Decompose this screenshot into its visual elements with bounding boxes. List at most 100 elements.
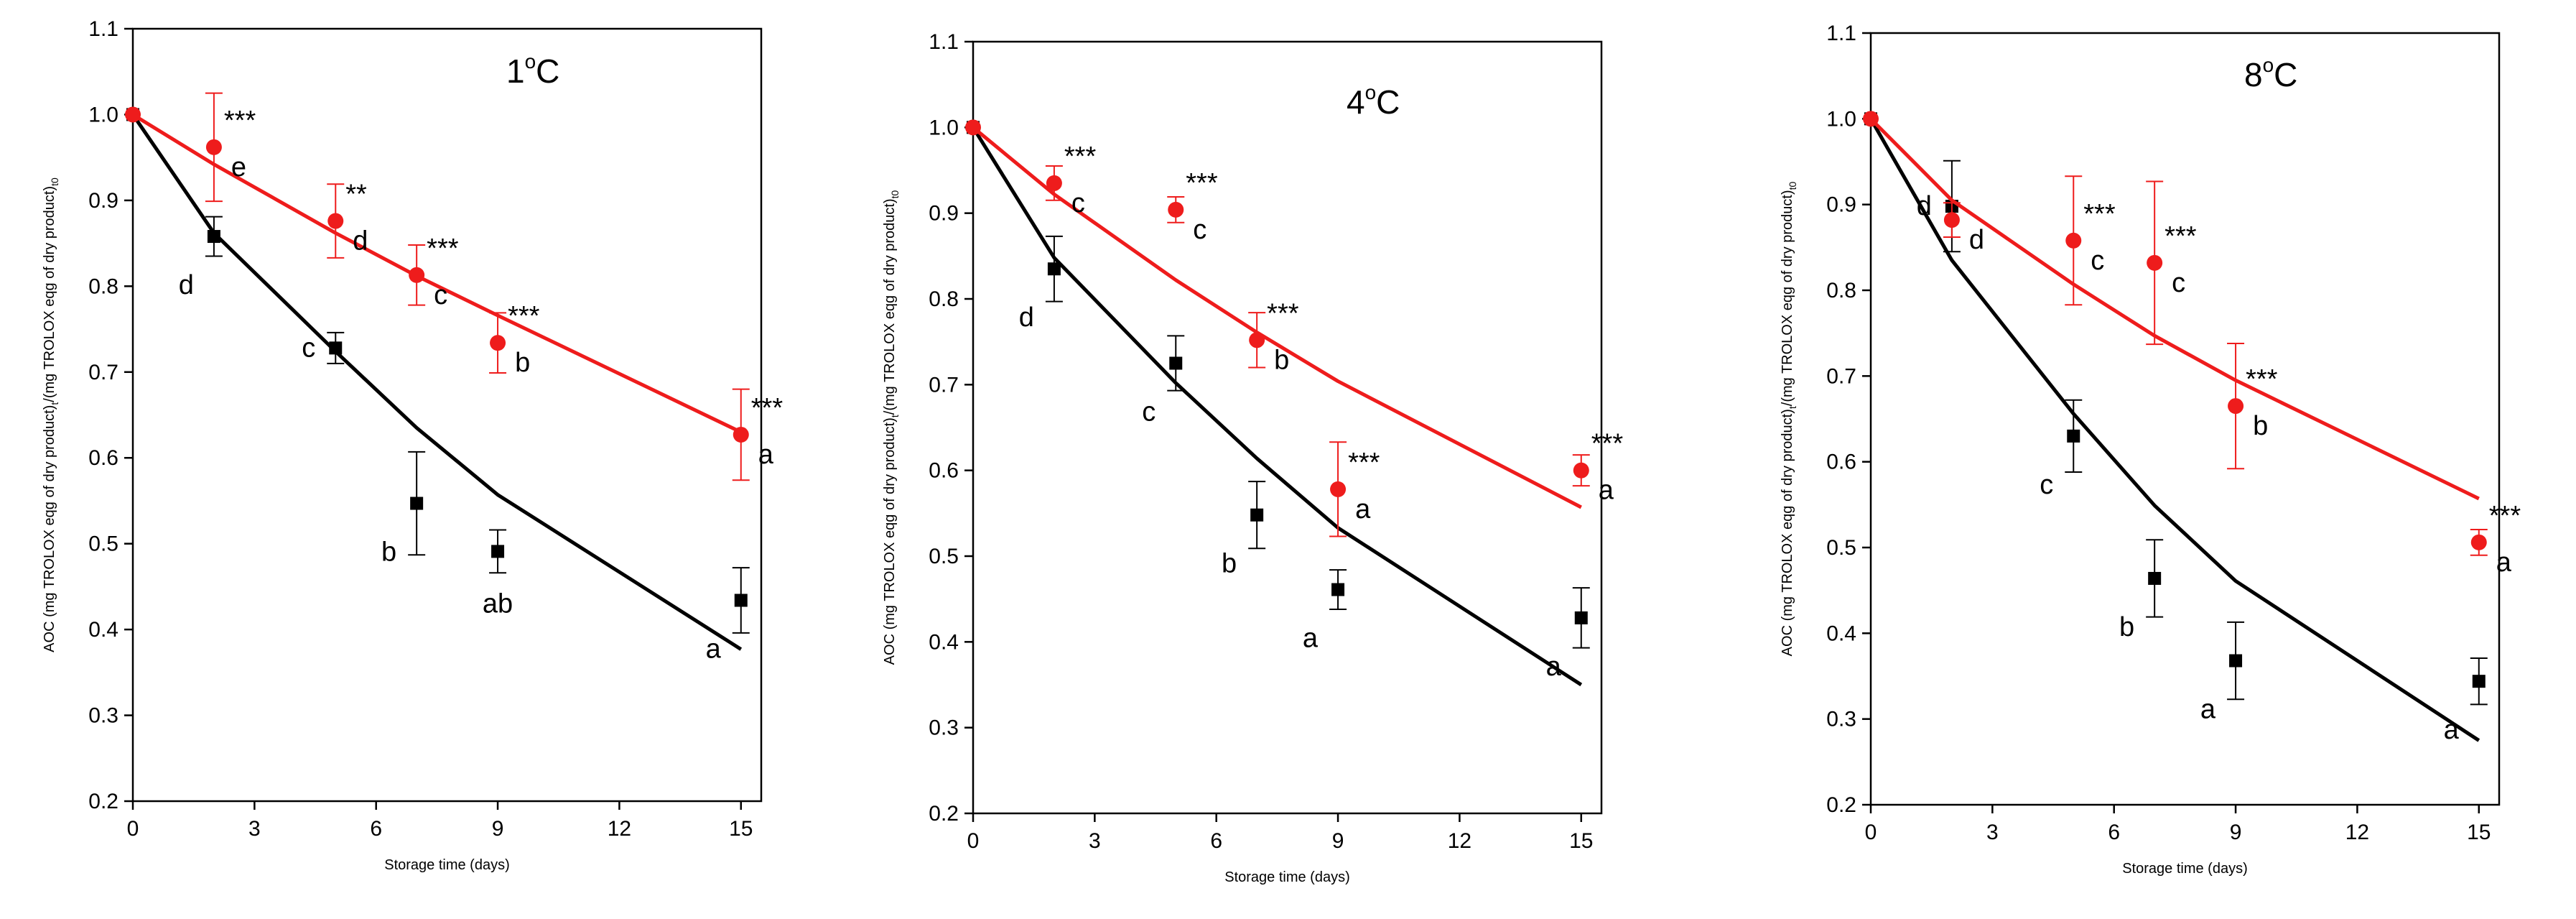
data-point — [207, 230, 220, 244]
x-tick-label: 9 — [492, 817, 504, 841]
significance-letter: a — [2496, 548, 2512, 578]
y-tick-label: 0.4 — [88, 618, 118, 642]
significance-stars: *** — [1348, 448, 1380, 478]
y-tick-label: 0.8 — [88, 274, 118, 298]
chart-title-number: 8 — [2244, 56, 2263, 93]
x-tick-label: 9 — [2230, 821, 2242, 844]
data-point — [1863, 111, 1879, 127]
series-black: d c b a a — [967, 121, 1590, 687]
significance-letter: d — [1969, 225, 1984, 255]
y-tick-label: 0.3 — [1826, 708, 1856, 731]
significance-letter: d — [1019, 303, 1034, 333]
chart-title-number: 1 — [506, 52, 525, 90]
series-black: d c b a a — [1864, 112, 2488, 745]
model-line — [1869, 117, 2480, 501]
model-line — [972, 126, 1582, 509]
significance-letter: c — [1142, 397, 1156, 428]
significance-letter: c — [2040, 470, 2053, 500]
data-point — [2470, 534, 2487, 550]
x-tick-label: 9 — [1332, 829, 1344, 853]
chart-title-unit: C — [1376, 83, 1400, 121]
y-tick-label: 0.7 — [88, 361, 118, 384]
significance-stars: *** — [2246, 364, 2278, 394]
y-tick-label: 0.6 — [88, 446, 118, 470]
y-tick-label: 0.4 — [1826, 622, 1856, 645]
x-tick-label: 0 — [127, 817, 139, 841]
model-line — [131, 113, 742, 434]
significance-stars: *** — [224, 106, 256, 136]
y-tick-label: 1.1 — [88, 17, 118, 41]
significance-letter: b — [1222, 549, 1237, 579]
data-point — [2472, 675, 2486, 688]
data-point — [1047, 262, 1061, 276]
chart-title-degree: o — [1365, 81, 1377, 103]
y-axis-label-part: AOC (mg TROLOX eqg of dry product) — [42, 405, 57, 652]
chart-title: 1oC — [506, 50, 559, 90]
significance-letter: b — [381, 537, 396, 568]
x-tick-label: 0 — [1865, 821, 1877, 844]
y-tick-label: 0.2 — [1826, 793, 1856, 817]
data-point — [965, 119, 981, 136]
x-tick-label: 0 — [967, 829, 980, 853]
data-point — [1943, 212, 1960, 228]
significance-letter: ab — [483, 588, 513, 619]
y-axis-label-part: AOC (mg TROLOX eqg of dry product) — [882, 417, 898, 665]
y-tick-label: 0.7 — [929, 373, 959, 397]
model-line — [971, 126, 1583, 687]
data-point — [733, 426, 749, 443]
chart-title: 8oC — [2244, 54, 2297, 93]
y-tick-label: 0.3 — [929, 716, 959, 740]
y-tick-label: 1.1 — [1826, 22, 1856, 45]
y-axis-label-part: AOC (mg TROLOX eqg of dry product) — [1780, 409, 1795, 656]
data-point — [1168, 201, 1184, 218]
significance-letter: a — [1546, 652, 1562, 682]
chart-title-number: 4 — [1347, 83, 1365, 121]
chart-title-degree: o — [525, 50, 536, 73]
significance-letter: b — [2119, 612, 2134, 642]
x-tick-label: 6 — [1210, 829, 1222, 853]
y-tick-label: 0.6 — [1826, 451, 1856, 474]
y-axis-label: AOC (mg TROLOX eqg of dry product)t/(mg … — [882, 190, 901, 665]
y-tick-label: 0.5 — [88, 532, 118, 556]
significance-stars: *** — [508, 301, 540, 331]
significance-stars: *** — [427, 234, 459, 264]
data-point — [2147, 254, 2163, 271]
significance-letter: b — [515, 348, 530, 378]
y-axis-label-subscript: t0 — [49, 177, 60, 186]
y-axis-label-subscript: t — [1787, 406, 1798, 409]
x-tick-label: 3 — [248, 817, 261, 841]
plot-frame — [972, 40, 1603, 815]
x-axis-label: Storage time (days) — [2122, 861, 2248, 877]
y-tick-label: 0.4 — [929, 630, 959, 654]
y-tick-label: 0.8 — [1826, 279, 1856, 303]
y-tick-label: 0.9 — [1826, 193, 1856, 217]
series-black: d c b ab a — [126, 108, 750, 665]
y-tick-label: 1.0 — [1826, 107, 1856, 131]
data-point — [491, 545, 505, 558]
significance-letter: a — [758, 440, 774, 470]
x-tick-label: 3 — [1986, 821, 1999, 844]
chart-title-degree: o — [2263, 54, 2274, 76]
x-tick-label: 3 — [1089, 829, 1101, 853]
y-tick-label: 0.7 — [1826, 364, 1856, 388]
data-point — [1574, 611, 1588, 624]
y-tick-label: 0.3 — [88, 704, 118, 728]
y-axis-label-part: /(mg TROLOX eqg of dry product) — [1780, 190, 1795, 406]
significance-letter: c — [1193, 215, 1206, 245]
significance-letter: a — [2200, 695, 2216, 725]
data-point — [1331, 583, 1345, 596]
x-tick-label: 12 — [608, 817, 631, 841]
significance-letter: a — [2444, 715, 2460, 745]
significance-letter: a — [1599, 476, 1614, 506]
y-tick-label: 0.6 — [929, 459, 959, 483]
y-tick-label: 0.5 — [1826, 536, 1856, 560]
model-line — [131, 114, 743, 651]
y-axis-label-subscript: t0 — [1787, 181, 1798, 190]
y-tick-label: 0.2 — [929, 802, 959, 826]
y-axis-label-subscript: t — [889, 415, 901, 417]
data-point — [1250, 508, 1264, 522]
x-tick-label: 6 — [370, 817, 382, 841]
series-red: e *** d ** c *** b *** a *** — [125, 92, 783, 481]
data-point — [410, 497, 424, 510]
data-point — [2067, 429, 2080, 443]
